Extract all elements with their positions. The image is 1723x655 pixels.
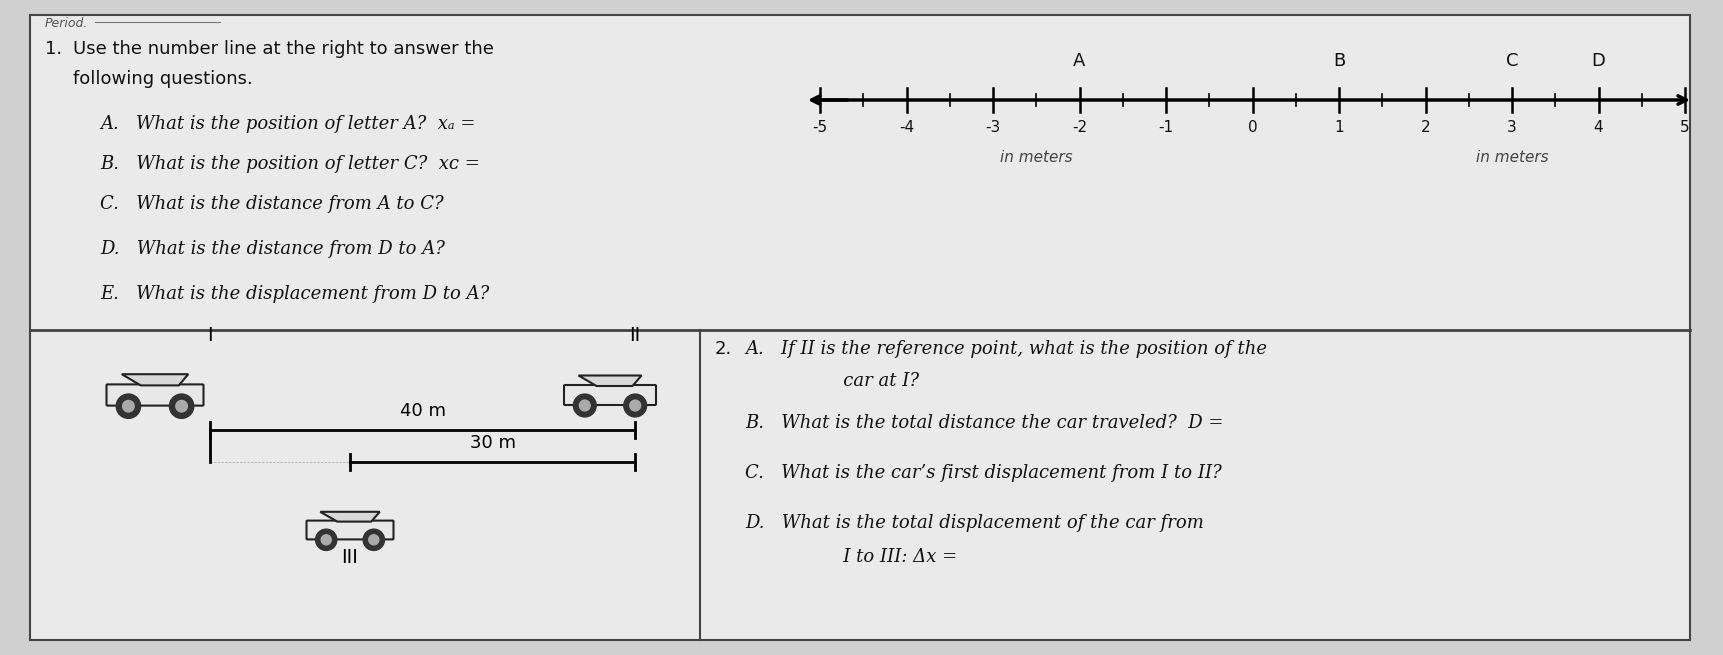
Text: III: III <box>341 548 358 567</box>
Circle shape <box>631 400 641 411</box>
Polygon shape <box>122 374 188 385</box>
Text: in meters: in meters <box>999 150 1072 165</box>
Circle shape <box>579 400 591 411</box>
Text: -2: -2 <box>1072 120 1087 135</box>
Text: D.   What is the distance from D to A?: D. What is the distance from D to A? <box>100 240 445 258</box>
Text: 2.: 2. <box>715 340 732 358</box>
Text: C: C <box>1506 52 1518 70</box>
FancyBboxPatch shape <box>563 385 656 405</box>
Text: 4: 4 <box>1594 120 1604 135</box>
Text: 40 m: 40 m <box>400 402 446 420</box>
Text: C.   What is the car’s first displacement from I to II?: C. What is the car’s first displacement … <box>744 464 1222 482</box>
Text: 2: 2 <box>1421 120 1430 135</box>
FancyBboxPatch shape <box>107 384 203 405</box>
Text: B.   What is the position of letter C?  xᴄ =: B. What is the position of letter C? xᴄ … <box>100 155 481 173</box>
Text: Use the number line at the right to answer the: Use the number line at the right to answ… <box>72 40 495 58</box>
Text: -1: -1 <box>1158 120 1173 135</box>
Text: A.   What is the position of letter A?  xₐ =: A. What is the position of letter A? xₐ … <box>100 115 476 133</box>
Text: I to III: Δx =: I to III: Δx = <box>803 548 958 566</box>
Text: 0: 0 <box>1247 120 1258 135</box>
Circle shape <box>315 529 336 550</box>
Text: -5: -5 <box>813 120 827 135</box>
Circle shape <box>574 394 596 417</box>
Text: -4: -4 <box>899 120 915 135</box>
Circle shape <box>364 529 384 550</box>
Circle shape <box>169 394 193 419</box>
Text: B: B <box>1334 52 1346 70</box>
Circle shape <box>115 394 141 419</box>
Polygon shape <box>579 375 641 386</box>
Circle shape <box>624 394 646 417</box>
Text: A.   If II is the reference point, what is the position of the: A. If II is the reference point, what is… <box>744 340 1266 358</box>
Circle shape <box>320 534 331 545</box>
Circle shape <box>122 400 134 412</box>
Text: C.   What is the distance from A to C?: C. What is the distance from A to C? <box>100 195 443 213</box>
Text: 30 m: 30 m <box>469 434 515 452</box>
Text: car at I?: car at I? <box>803 372 918 390</box>
Text: E.   What is the displacement from D to A?: E. What is the displacement from D to A? <box>100 285 489 303</box>
Text: I: I <box>207 326 214 345</box>
Circle shape <box>176 400 188 412</box>
Text: D: D <box>1592 52 1606 70</box>
Text: -3: -3 <box>986 120 1001 135</box>
Circle shape <box>369 534 379 545</box>
Text: in meters: in meters <box>1475 150 1549 165</box>
FancyBboxPatch shape <box>307 521 393 540</box>
Text: 1.: 1. <box>45 40 62 58</box>
Text: II: II <box>629 326 641 345</box>
Text: D.   What is the total displacement of the car from: D. What is the total displacement of the… <box>744 514 1204 532</box>
Text: following questions.: following questions. <box>72 70 253 88</box>
Text: 1: 1 <box>1334 120 1344 135</box>
Text: B.   What is the total distance the car traveled?  D =: B. What is the total distance the car tr… <box>744 414 1223 432</box>
Polygon shape <box>320 512 379 521</box>
Text: Period.: Period. <box>45 17 88 30</box>
Text: 5: 5 <box>1680 120 1690 135</box>
Text: A: A <box>1073 52 1085 70</box>
Text: 3: 3 <box>1508 120 1516 135</box>
